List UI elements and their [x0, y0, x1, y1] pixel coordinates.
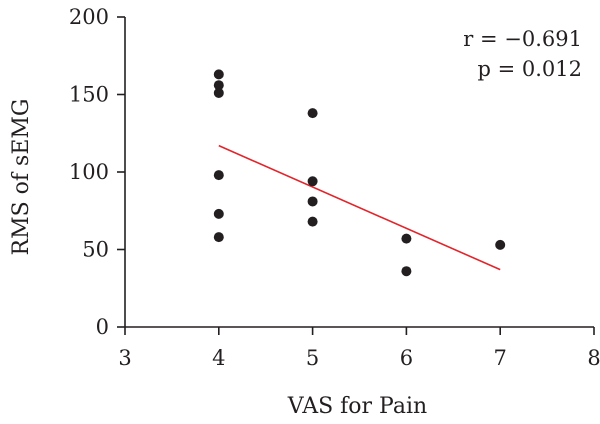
x-tick-label: 4: [212, 346, 225, 370]
labels: VAS for Pain RMS of sEMG r = −0.691 p = 0.0…: [9, 27, 582, 419]
data-point: [213, 80, 224, 91]
data-point: [213, 208, 224, 219]
data-point: [401, 266, 412, 277]
trend-line-group: [218, 144, 501, 271]
data-point: [213, 232, 224, 243]
x-axis-title: VAS for Pain: [287, 394, 427, 419]
correlation-r-label: r = −0.691: [463, 27, 582, 51]
y-tick-label: 150: [69, 83, 109, 107]
y-tick-label: 100: [69, 160, 109, 184]
data-point: [495, 239, 506, 250]
data-point: [213, 87, 224, 98]
data-point: [307, 196, 318, 207]
y-tick-label: 200: [69, 5, 109, 29]
x-tick-label: 8: [587, 346, 600, 370]
y-tick-label: 0: [96, 315, 109, 339]
data-point: [213, 69, 224, 80]
data-point: [307, 216, 318, 227]
data-point: [307, 108, 318, 119]
axes: 0 50 100 150 200 3 4 5 6 7 8: [69, 5, 600, 370]
x-tick-label: 6: [400, 346, 413, 370]
data-point: [401, 233, 412, 244]
x-tick-label: 7: [494, 346, 507, 370]
x-tick-label: 3: [118, 346, 131, 370]
y-axis-title: RMS of sEMG: [9, 99, 34, 256]
data-point: [307, 176, 318, 187]
regression-line: [218, 144, 501, 271]
data-point: [213, 170, 224, 181]
data-points: [213, 69, 506, 277]
x-tick-label: 5: [306, 346, 319, 370]
p-value-label: p = 0.012: [477, 57, 582, 81]
y-tick-label: 50: [82, 238, 109, 262]
